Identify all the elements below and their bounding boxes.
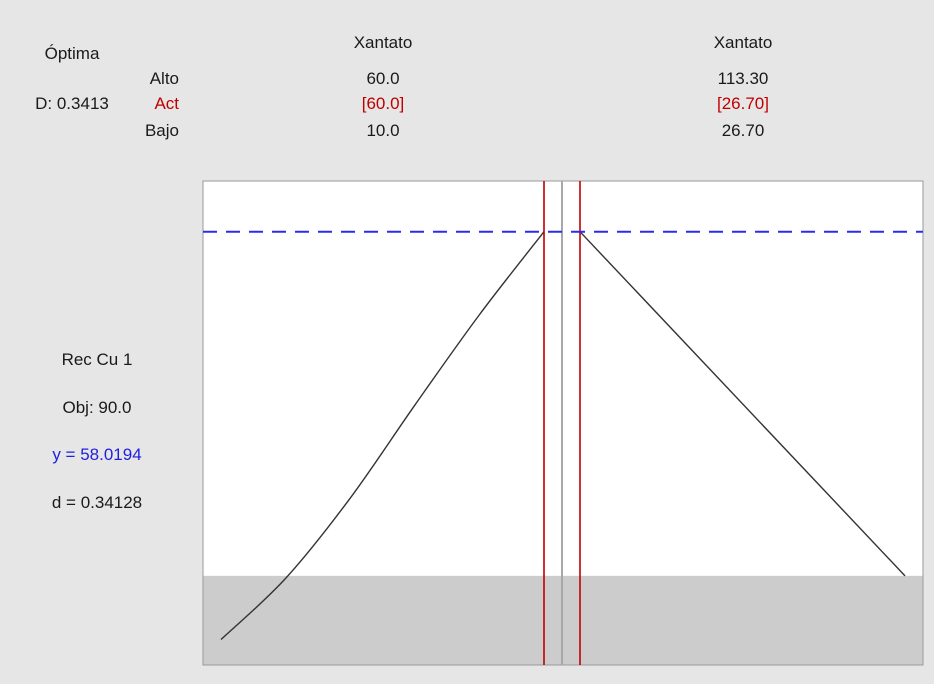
response-name: Rec Cu 1 — [61, 350, 133, 369]
row-label-low: Bajo — [144, 121, 179, 140]
optimal-title: Óptima — [44, 44, 100, 63]
factor-1-low: 10.0 — [366, 121, 400, 140]
factor-2-name: Xantato — [713, 33, 773, 52]
factor-2-current: [26.70] — [717, 94, 769, 113]
response-predicted-y: y = 58.0194 — [52, 445, 142, 464]
factor-1-current: [60.0] — [361, 94, 405, 113]
response-desirability: d = 0.34128 — [51, 493, 143, 512]
factor-2-response-curve — [579, 231, 906, 577]
factor-1-response-curve — [220, 231, 545, 641]
composite-desirability: D: 0.3413 — [35, 94, 109, 113]
factor-1-name: Xantato — [353, 33, 413, 52]
row-label-current: Act — [154, 94, 179, 113]
factor-2-low: 26.70 — [721, 121, 765, 140]
response-goal: Obj: 90.0 — [62, 398, 132, 417]
factor-1-high: 60.0 — [366, 69, 400, 88]
factor-2-high: 113.30 — [717, 69, 769, 88]
row-label-high: Alto — [149, 69, 179, 88]
